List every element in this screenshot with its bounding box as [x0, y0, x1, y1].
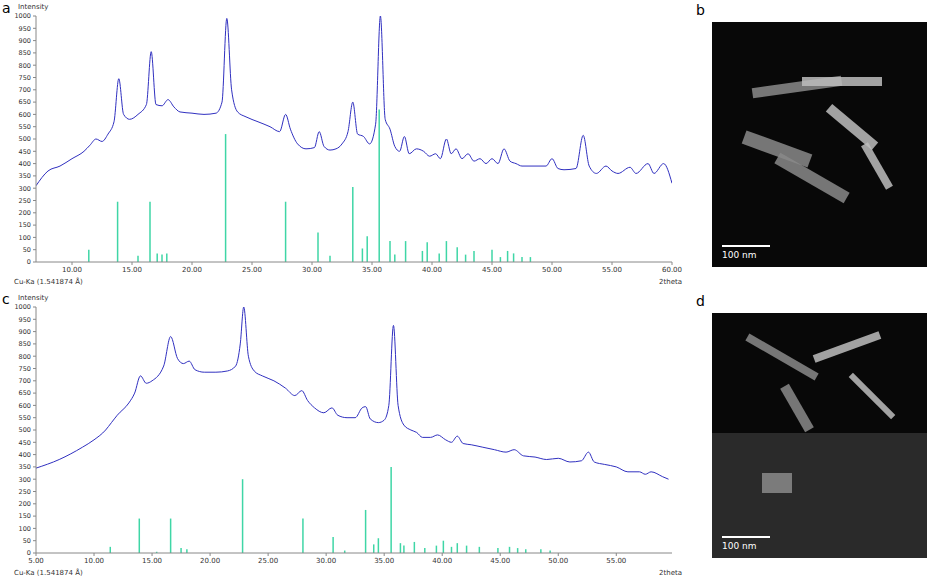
- svg-text:10.00: 10.00: [62, 266, 82, 274]
- html-text:2theta: 2theta: [659, 278, 682, 286]
- svg-text:10.00: 10.00: [84, 557, 104, 565]
- svg-text:50.00: 50.00: [548, 557, 568, 565]
- html-text:b: b: [696, 2, 705, 18]
- svg-text:450: 450: [19, 439, 31, 447]
- svg-text:30.00: 30.00: [302, 266, 322, 274]
- svg-text:50.00: 50.00: [542, 266, 562, 274]
- html-text:Cu-Ka (1.541874 Å): Cu-Ka (1.541874 Å): [14, 569, 83, 577]
- svg-text:15.00: 15.00: [142, 557, 162, 565]
- svg-text:950: 950: [19, 316, 31, 324]
- svg-text:45.00: 45.00: [482, 266, 502, 274]
- svg-text:35.00: 35.00: [374, 557, 394, 565]
- svg-text:400: 400: [19, 451, 31, 459]
- svg-text:150: 150: [19, 512, 31, 520]
- svg-text:350: 350: [19, 463, 31, 471]
- svg-text:900: 900: [19, 328, 31, 336]
- svg-text:0: 0: [27, 258, 31, 266]
- svg-text:100: 100: [19, 525, 31, 533]
- html-text:Cu-Ka (1.541874 Å): Cu-Ka (1.541874 Å): [14, 278, 83, 286]
- svg-text:450: 450: [19, 148, 31, 156]
- svg-text:850: 850: [19, 49, 31, 57]
- svg-text:700: 700: [19, 86, 31, 94]
- svg-text:100: 100: [19, 234, 31, 242]
- svg-text:950: 950: [19, 25, 31, 33]
- svg-text:15.00: 15.00: [122, 266, 142, 274]
- svg-text:650: 650: [19, 389, 31, 397]
- svg-text:350: 350: [19, 172, 31, 180]
- svg-text:300: 300: [19, 476, 31, 484]
- svg-text:500: 500: [19, 135, 31, 143]
- svg-text:25.00: 25.00: [258, 557, 278, 565]
- svg-text:50: 50: [23, 246, 31, 254]
- svg-text:60.00: 60.00: [662, 266, 682, 274]
- html-text:2theta: 2theta: [659, 569, 682, 577]
- svg-text:20.00: 20.00: [200, 557, 220, 565]
- svg-text:150: 150: [19, 221, 31, 229]
- svg-text:55.00: 55.00: [606, 557, 626, 565]
- svg-text:550: 550: [19, 414, 31, 422]
- svg-text:750: 750: [19, 365, 31, 373]
- html-text:100 nm: 100 nm: [722, 541, 757, 551]
- html-text:Intensity: Intensity: [18, 3, 49, 11]
- svg-text:0: 0: [27, 549, 31, 557]
- html-text:100 nm: 100 nm: [722, 250, 757, 260]
- svg-text:5.00: 5.00: [28, 557, 44, 565]
- svg-text:200: 200: [19, 209, 31, 217]
- svg-text:800: 800: [19, 353, 31, 361]
- svg-text:40.00: 40.00: [432, 557, 452, 565]
- svg-text:30.00: 30.00: [316, 557, 336, 565]
- svg-text:35.00: 35.00: [362, 266, 382, 274]
- svg-text:700: 700: [19, 377, 31, 385]
- html-text:a: a: [2, 0, 11, 16]
- svg-text:25.00: 25.00: [242, 266, 262, 274]
- svg-text:55.00: 55.00: [602, 266, 622, 274]
- svg-text:850: 850: [19, 340, 31, 348]
- svg-text:300: 300: [19, 185, 31, 193]
- svg-text:900: 900: [19, 37, 31, 45]
- html-text:Intensity: Intensity: [18, 294, 49, 302]
- svg-text:800: 800: [19, 62, 31, 70]
- svg-text:500: 500: [19, 426, 31, 434]
- svg-text:50: 50: [23, 537, 31, 545]
- svg-text:250: 250: [19, 197, 31, 205]
- html-text:d: d: [696, 293, 705, 309]
- svg-text:40.00: 40.00: [422, 266, 442, 274]
- svg-text:650: 650: [19, 98, 31, 106]
- svg-text:250: 250: [19, 488, 31, 496]
- svg-text:45.00: 45.00: [490, 557, 510, 565]
- svg-text:1000: 1000: [14, 12, 31, 20]
- html-text:c: c: [2, 291, 10, 307]
- svg-text:1000: 1000: [14, 303, 31, 311]
- svg-text:750: 750: [19, 74, 31, 82]
- svg-text:400: 400: [19, 160, 31, 168]
- svg-text:20.00: 20.00: [182, 266, 202, 274]
- svg-text:550: 550: [19, 123, 31, 131]
- svg-text:200: 200: [19, 500, 31, 508]
- svg-text:600: 600: [19, 111, 31, 119]
- svg-text:600: 600: [19, 402, 31, 410]
